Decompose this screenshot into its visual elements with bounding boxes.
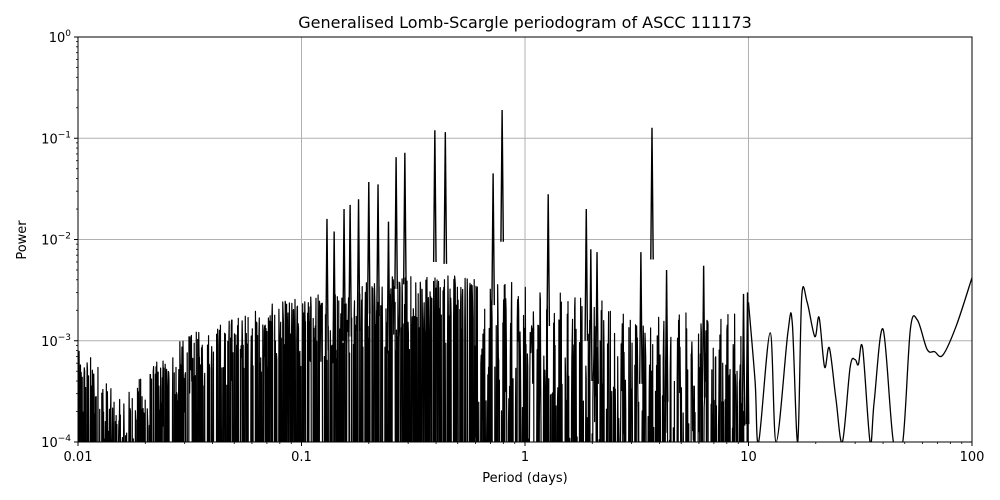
- peak: [584, 209, 589, 341]
- peak: [650, 127, 654, 260]
- y-tick-label: 10−2: [41, 232, 71, 249]
- peak: [366, 181, 371, 314]
- peak: [342, 209, 346, 341]
- peak: [664, 269, 669, 402]
- peak: [394, 157, 398, 289]
- y-tick-label: 10−3: [41, 333, 71, 350]
- peak: [332, 231, 337, 364]
- peak: [348, 204, 353, 337]
- peak: [595, 252, 599, 384]
- periodogram-line: [78, 110, 972, 442]
- peak: [588, 249, 593, 382]
- x-tick-label: 0.01: [64, 450, 93, 465]
- y-tick-label: 10−1: [41, 130, 71, 147]
- peak: [376, 184, 380, 317]
- peak: [745, 292, 750, 425]
- x-axis-label: Period (days): [482, 471, 568, 486]
- peak: [638, 252, 643, 384]
- peak: [491, 173, 496, 306]
- peak: [741, 293, 746, 426]
- x-tick-label: 10: [740, 450, 757, 465]
- peak: [500, 110, 505, 242]
- y-axis-label: Power: [15, 220, 30, 260]
- x-tick-label: 100: [960, 450, 985, 465]
- peak: [443, 132, 448, 264]
- peak: [386, 221, 391, 354]
- chart-title: Generalised Lomb-Scargle periodogram of …: [298, 13, 752, 32]
- peak: [432, 130, 437, 262]
- x-tick-label: 1: [521, 450, 529, 465]
- y-tick-label: 10−4: [41, 434, 71, 451]
- peak: [546, 194, 551, 326]
- peak: [325, 218, 329, 351]
- x-axis-ticks: 0.01 0.1 1 10 100: [64, 442, 985, 465]
- peak: [402, 152, 407, 285]
- y-axis-ticks: 100 10−1 10−2 10−3 10−4: [41, 29, 78, 451]
- peak: [701, 265, 706, 398]
- x-tick-label: 0.1: [291, 450, 312, 465]
- peak: [356, 199, 361, 331]
- y-tick-label: 100: [49, 29, 72, 46]
